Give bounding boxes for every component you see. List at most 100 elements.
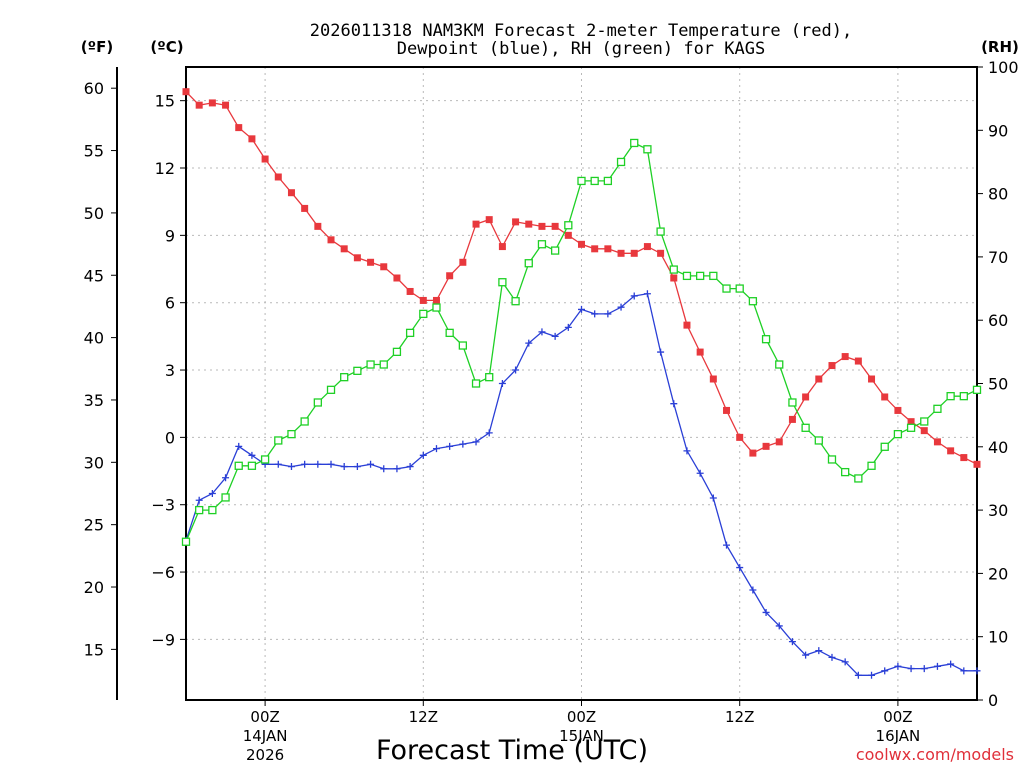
dewpoint-point xyxy=(709,494,717,502)
rh-point xyxy=(801,423,810,432)
dewpoint-point xyxy=(670,400,678,408)
rh-point xyxy=(669,265,678,274)
rh-point xyxy=(814,436,823,445)
2-meter-temperature-point xyxy=(235,124,243,132)
2-meter-temperature-point xyxy=(736,433,744,441)
rh-point xyxy=(854,474,863,483)
chart-title-line1: 2026011318 NAM3KM Forecast 2-meter Tempe… xyxy=(310,21,852,41)
fahrenheit-tick-label: 35 xyxy=(84,391,104,410)
celsius-tick-label: −6 xyxy=(151,563,175,582)
dewpoint-point xyxy=(287,463,295,471)
rh-point xyxy=(392,347,402,357)
rh-point xyxy=(340,373,349,382)
dewpoint-point xyxy=(538,328,546,336)
2-meter-temperature-point xyxy=(340,245,348,253)
dewpoint-point xyxy=(894,662,902,670)
fahrenheit-tick-label: 25 xyxy=(84,516,104,535)
dewpoint-point xyxy=(446,442,454,450)
rh-point xyxy=(709,271,718,281)
celsius-tick-label: 3 xyxy=(165,361,175,380)
rh-point xyxy=(511,297,520,306)
dewpoint-point xyxy=(406,463,414,471)
dewpoint-point xyxy=(947,660,955,668)
2-meter-temperature-point xyxy=(617,249,625,257)
rh-point xyxy=(419,309,428,319)
2-meter-temperature-point xyxy=(564,231,572,239)
2-meter-temperature-point xyxy=(696,348,704,356)
year-tick-label: 2026 xyxy=(246,746,284,764)
dewpoint-point xyxy=(630,292,638,300)
rh-tick-label: 0 xyxy=(988,691,998,710)
rh-point xyxy=(735,284,744,293)
2-meter-temperature-point xyxy=(314,222,322,230)
dewpoint-point xyxy=(274,460,282,468)
fahrenheit-tick-label: 60 xyxy=(84,79,104,98)
fahrenheit-tick-label: 40 xyxy=(84,329,104,348)
2-meter-temperature-point xyxy=(841,353,849,361)
2-meter-temperature-point xyxy=(762,442,770,450)
fahrenheit-tick-label: 55 xyxy=(84,142,104,161)
2-meter-temperature-point xyxy=(182,88,190,96)
2-meter-temperature-point xyxy=(419,296,427,304)
2-meter-temperature-point xyxy=(643,243,651,251)
rh-point xyxy=(471,379,481,388)
dewpoint-point xyxy=(393,465,401,473)
dewpoint-point xyxy=(235,442,243,450)
dewpoint-point xyxy=(195,496,203,504)
dewpoint-point xyxy=(512,366,520,374)
2-meter-temperature-point xyxy=(380,263,388,271)
rh-series xyxy=(181,138,982,546)
celsius-tick-label: 9 xyxy=(165,226,175,245)
rh-tick-label: 30 xyxy=(988,501,1008,520)
celsius-tick-label: 0 xyxy=(165,428,175,447)
fahrenheit-tick-label: 50 xyxy=(84,204,104,223)
2-meter-temperature-point xyxy=(854,357,862,365)
dewpoint-point xyxy=(525,339,533,347)
celsius-tick-label: 6 xyxy=(165,294,175,313)
dewpoint-point xyxy=(564,323,572,331)
dewpoint-point xyxy=(578,305,585,313)
dewpoint-point xyxy=(301,460,309,468)
dewpoint-point xyxy=(815,647,823,655)
rh-point xyxy=(577,176,586,186)
2-meter-temperature-point xyxy=(591,245,599,253)
2-meter-temperature-point xyxy=(287,189,295,197)
rh-point xyxy=(300,417,309,426)
2-meter-temperature-point xyxy=(815,375,823,383)
dewpoint-point xyxy=(353,463,361,471)
rh-point xyxy=(682,271,692,281)
dewpoint-point xyxy=(340,463,348,471)
rh-tick-label: 40 xyxy=(988,438,1008,457)
rh-point xyxy=(379,360,388,369)
rh-point xyxy=(274,436,283,445)
dewpoint-point xyxy=(973,667,981,675)
dewpoint-point xyxy=(327,460,335,468)
dewpoint-point xyxy=(736,564,744,572)
rh-tick-label: 20 xyxy=(988,564,1008,583)
rh-tick-label: 60 xyxy=(988,311,1008,330)
dewpoint-point xyxy=(802,651,810,659)
2-meter-temperature-point xyxy=(512,218,520,226)
dewpoint-point xyxy=(933,662,941,670)
rh-point xyxy=(893,429,903,439)
rh-point xyxy=(287,429,296,439)
2-meter-temperature-point xyxy=(472,220,480,228)
dewpoint-point xyxy=(643,290,651,298)
2-meter-temperature-point xyxy=(960,454,968,462)
dewpoint-point xyxy=(459,440,467,448)
2-meter-temperature-point xyxy=(459,258,467,266)
fahrenheit-unit-label: (ºF) xyxy=(81,38,113,56)
2-meter-temperature-point xyxy=(749,449,757,457)
rh-point xyxy=(933,404,942,413)
rh-point xyxy=(260,455,270,464)
2-meter-temperature-point xyxy=(973,460,981,468)
rh-point xyxy=(603,176,613,186)
rh-point xyxy=(221,493,230,502)
rh-point xyxy=(972,385,982,394)
dewpoint-point xyxy=(367,460,375,468)
dewpoint-series xyxy=(182,290,981,679)
date-tick-label: 15JAN xyxy=(559,727,604,745)
2-meter-temperature-point xyxy=(868,375,876,383)
date-tick-label: 16JAN xyxy=(876,727,921,745)
source-credit: coolwx.com/models xyxy=(856,745,1014,764)
